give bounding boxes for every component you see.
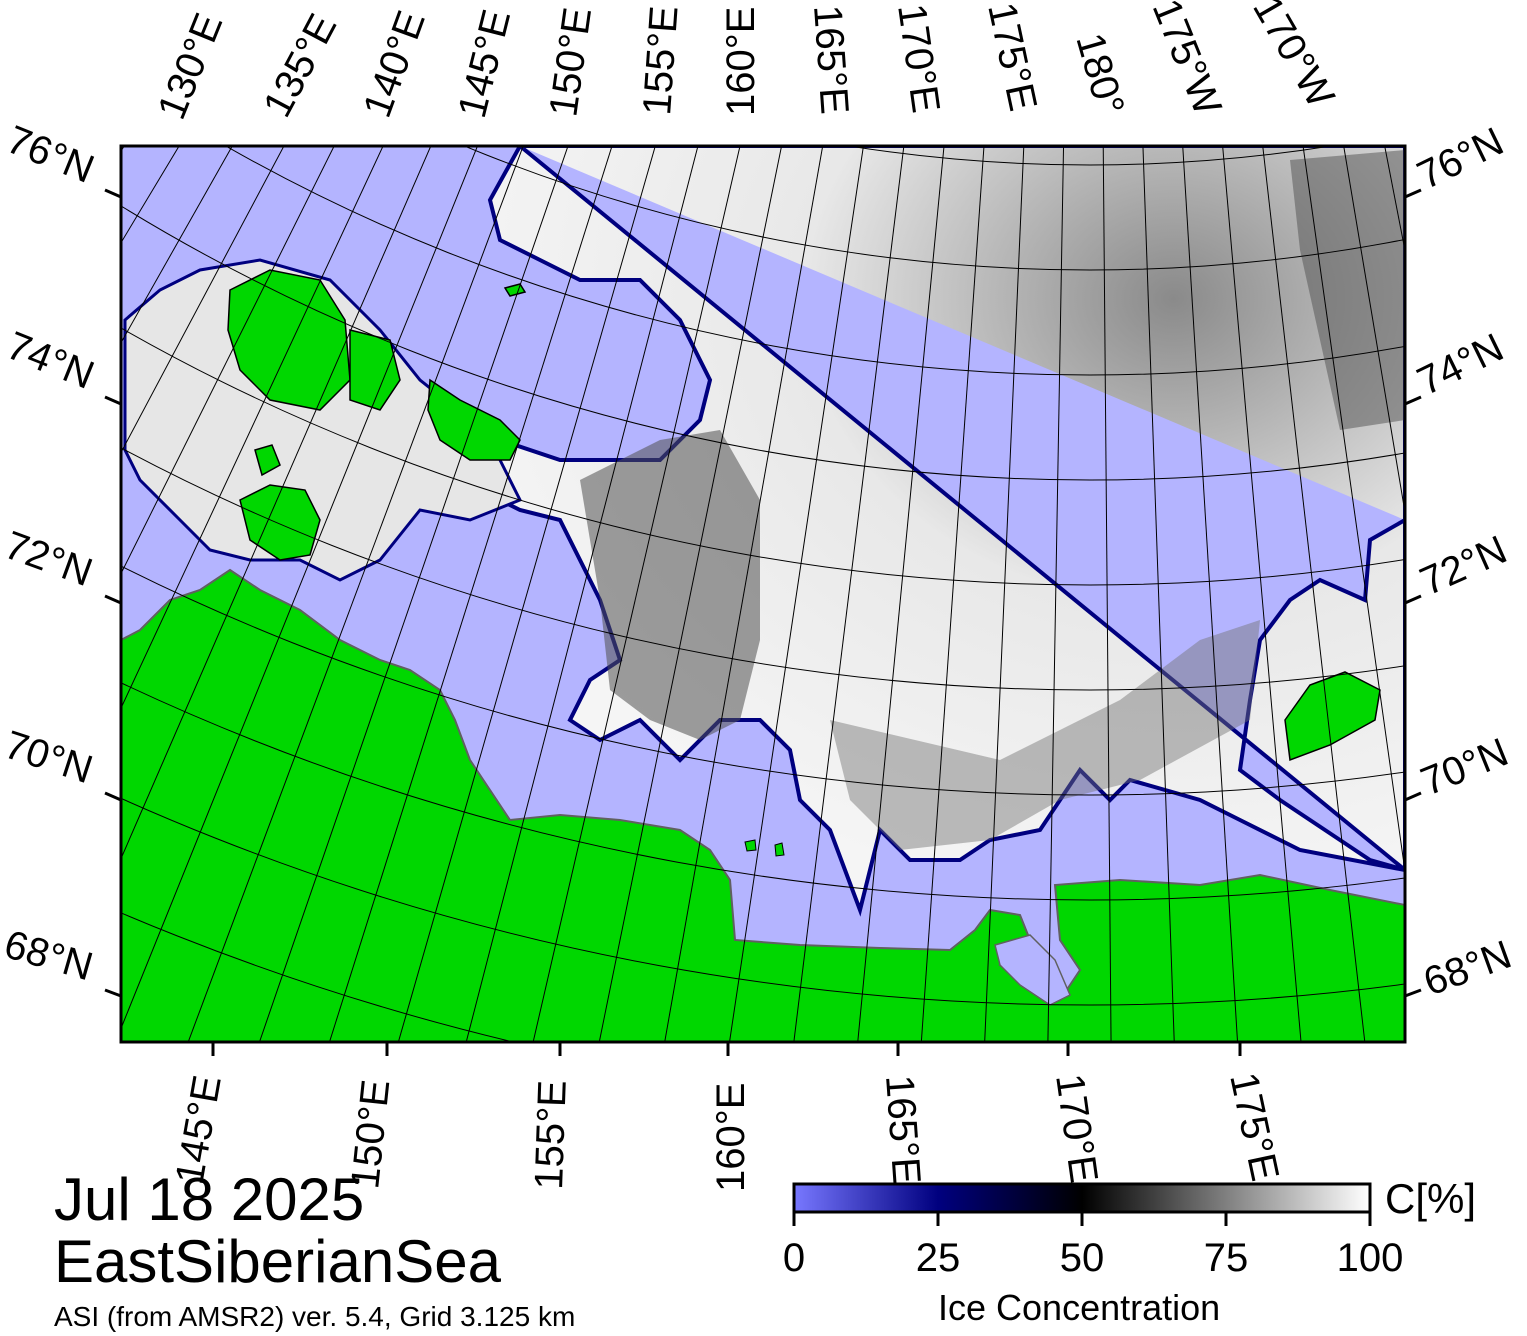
- island-lyakhovsky: [239, 484, 321, 561]
- mainland-siberia: [121, 568, 1405, 1042]
- bottom-label-175e: 175°E: [1221, 1069, 1287, 1185]
- right-label-72n: 72°N: [1414, 528, 1514, 605]
- parallel-lines: [121, 146, 1405, 1042]
- right-label-76n: 76°N: [1411, 119, 1511, 198]
- meridian-line: [1142, 146, 1175, 1042]
- top-label-165e: 165°E: [805, 4, 857, 116]
- colorbar-unit: C[%]: [1385, 1175, 1477, 1222]
- bottom-label-160e: 160°E: [709, 1083, 753, 1192]
- top-label-170e: 170°E: [889, 1, 948, 115]
- ice-dark-band-west: [580, 430, 760, 740]
- meridian-line: [664, 146, 824, 1042]
- meridian-line: [793, 146, 905, 1042]
- meridian-line: [121, 146, 335, 575]
- island-kotelny: [227, 269, 351, 411]
- top-label-180: 180°: [1067, 28, 1132, 120]
- parallel-line: [848, 146, 1332, 166]
- sea-ice-west: [123, 258, 523, 582]
- left-label-76n: 76°N: [1, 118, 100, 192]
- meridian-line: [0, 0, 135, 532]
- meridian-line: [328, 146, 613, 1042]
- left-label-72n: 72°N: [0, 523, 98, 595]
- island-faddeyevsky: [349, 329, 401, 411]
- top-label-155e: 155°E: [635, 4, 687, 116]
- meridian-line: [729, 146, 864, 1042]
- left-label-70n: 70°N: [0, 723, 98, 792]
- colorbar-tick-100: 100: [1336, 1236, 1404, 1280]
- left-label-68n: 68°N: [0, 922, 98, 989]
- meridian-line: [121, 146, 285, 454]
- top-label-170w: 170°W: [1244, 0, 1342, 115]
- top-label-175e: 175°E: [979, 0, 1045, 115]
- colorbar-gradient: [792, 1182, 1372, 1214]
- top-label-145e: 145°E: [450, 5, 519, 122]
- right-label-68n: 68°N: [1418, 933, 1517, 1005]
- frame-ticks: [104, 188, 1422, 1056]
- meridian-line: [1102, 146, 1112, 1042]
- ice-dark-band-east: [1290, 150, 1405, 430]
- top-label-140e: 140°E: [355, 5, 434, 123]
- meridian-line: [857, 146, 945, 1042]
- meridian-line: [598, 146, 783, 1042]
- map-frame: [119, 144, 1407, 1044]
- colorbar-tick-25: 25: [915, 1236, 961, 1280]
- meridian-line: [121, 146, 432, 860]
- top-label-130e: 130°E: [150, 7, 232, 125]
- meridian-line: [532, 146, 741, 1042]
- ice-dark-band-south: [830, 620, 1260, 850]
- meridian-lines: [0, 0, 1405, 1042]
- top-label-150e: 150°E: [541, 5, 600, 119]
- meridian-line: [1302, 146, 1405, 875]
- bottom-label-155e: 155°E: [527, 1079, 575, 1190]
- meridian-line: [920, 146, 985, 1042]
- parallel-line: [464, 146, 1405, 271]
- meridian-line: [0, 0, 109, 484]
- right-label-74n: 74°N: [1411, 325, 1511, 404]
- map-date: Jul 18 2025: [54, 1166, 365, 1233]
- colorbar-tick-75: 75: [1203, 1236, 1249, 1280]
- bottom-label-170e: 170°E: [1047, 1071, 1106, 1185]
- meridian-line: [397, 146, 656, 1042]
- chaun-bay: [994, 934, 1071, 1006]
- meridian-line: [258, 146, 569, 1042]
- island-wrangel: [1284, 671, 1381, 762]
- meridian-line: [1047, 146, 1065, 1042]
- bottom-label-165e: 165°E: [877, 1074, 929, 1186]
- left-label-74n: 74°N: [1, 324, 100, 398]
- meridian-line: [1262, 146, 1366, 1042]
- meridian-line: [121, 146, 384, 710]
- meridian-line: [1384, 146, 1405, 254]
- map-region: EastSiberianSea: [54, 1228, 501, 1295]
- colorbar-title: Ice Concentration: [938, 1287, 1221, 1328]
- map-source: ASI (from AMSR2) ver. 5.4, Grid 3.125 km: [54, 1301, 576, 1332]
- top-label-135e: 135°E: [255, 7, 345, 124]
- colorbar-tick-0: 0: [782, 1236, 806, 1280]
- top-label-175w: 175°W: [1144, 0, 1230, 121]
- meridian-line: [1222, 146, 1302, 1042]
- meridian-line: [1343, 146, 1405, 516]
- right-label-70n: 70°N: [1415, 730, 1514, 804]
- meridian-line: [984, 146, 1025, 1042]
- meridian-line: [465, 146, 699, 1042]
- meridian-line: [121, 146, 479, 1030]
- colorbar-tick-50: 50: [1059, 1236, 1105, 1280]
- top-label-160e: 160°E: [719, 7, 763, 116]
- meridian-line: [187, 146, 524, 1042]
- map-area: [0, 0, 1405, 1042]
- island-bennett: [503, 283, 527, 297]
- colorbar-ticks: [792, 1212, 1372, 1226]
- meridian-line: [1182, 146, 1239, 1042]
- island-small-1: [254, 444, 281, 477]
- bear-islands: [744, 839, 785, 857]
